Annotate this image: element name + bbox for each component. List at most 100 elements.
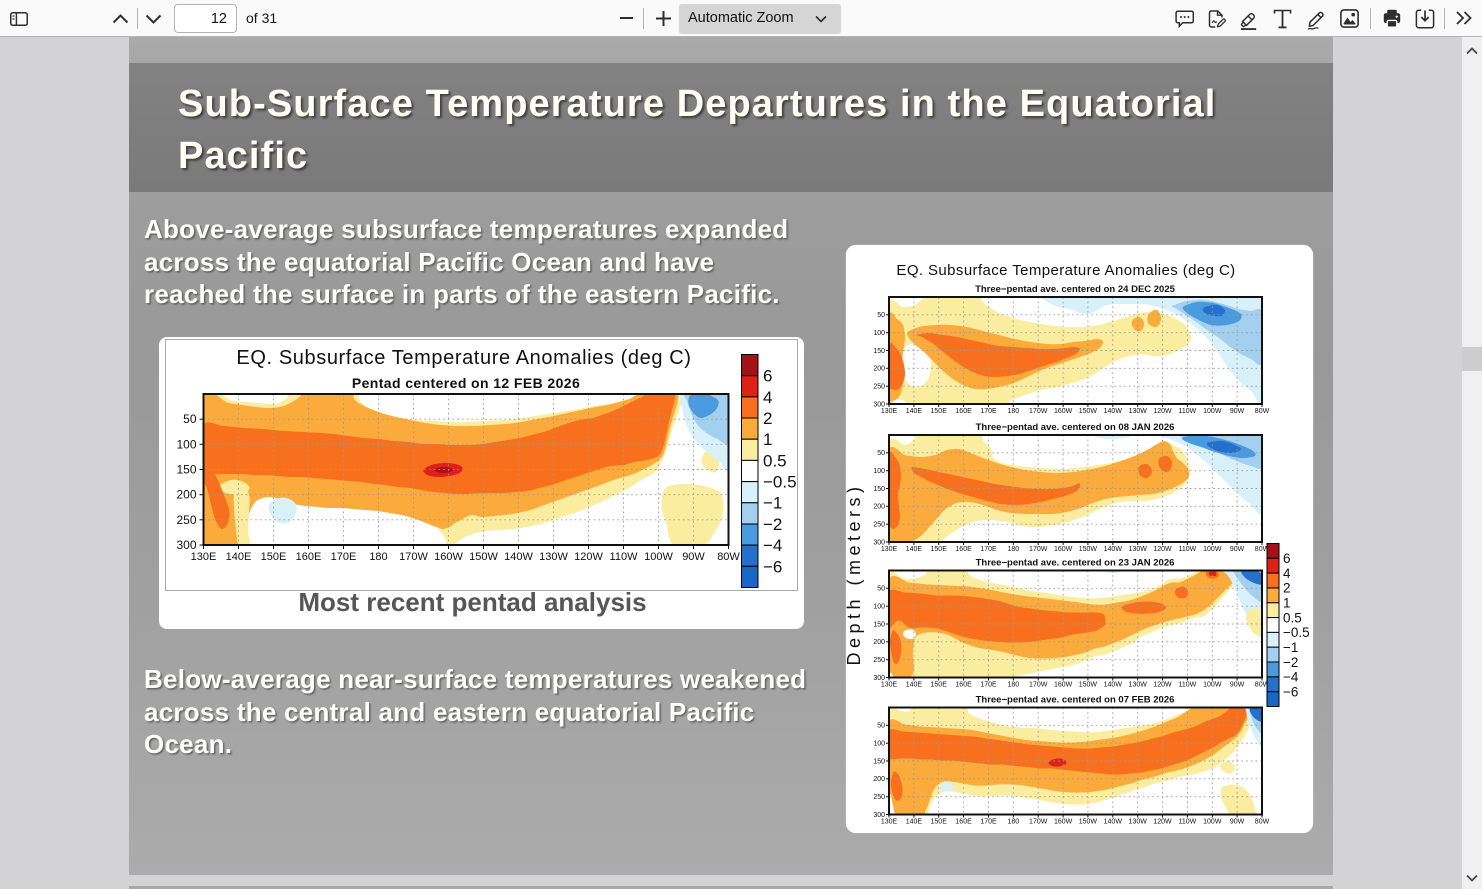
- svg-text:140W: 140W: [1104, 818, 1123, 825]
- svg-text:50: 50: [877, 450, 885, 457]
- svg-text:140W: 140W: [1104, 681, 1123, 688]
- svg-text:200: 200: [176, 487, 196, 501]
- svg-text:300: 300: [873, 811, 885, 818]
- svg-text:4: 4: [1283, 565, 1291, 580]
- svg-text:EQ. Subsurface Temperature Ano: EQ. Subsurface Temperature Anomalies (de…: [896, 262, 1235, 279]
- svg-text:140W: 140W: [1104, 546, 1123, 553]
- svg-text:100W: 100W: [1203, 818, 1222, 825]
- svg-text:110W: 110W: [1179, 818, 1197, 825]
- svg-text:170W: 170W: [1029, 818, 1048, 825]
- svg-text:Three−pentad ave. centered on: Three−pentad ave. centered on 08 JAN 202…: [976, 422, 1175, 433]
- svg-text:120W: 120W: [1153, 408, 1172, 415]
- svg-text:170E: 170E: [980, 681, 997, 688]
- svg-text:120W: 120W: [574, 551, 603, 563]
- svg-text:80W: 80W: [1255, 681, 1270, 688]
- svg-text:180: 180: [1007, 681, 1019, 688]
- svg-text:1: 1: [763, 430, 772, 449]
- svg-text:Three−pentad ave. centered on: Three−pentad ave. centered on 23 JAN 202…: [976, 557, 1175, 568]
- svg-text:200: 200: [873, 365, 885, 372]
- svg-text:150: 150: [873, 758, 885, 765]
- svg-text:120W: 120W: [1153, 818, 1172, 825]
- svg-text:−2: −2: [763, 514, 782, 533]
- svg-text:300: 300: [176, 538, 196, 552]
- svg-text:170W: 170W: [1029, 408, 1048, 415]
- svg-text:−6: −6: [1283, 684, 1298, 699]
- svg-text:6: 6: [1283, 551, 1291, 566]
- svg-text:50: 50: [877, 722, 885, 729]
- svg-text:130E: 130E: [881, 546, 898, 553]
- svg-text:6: 6: [763, 366, 772, 385]
- svg-text:180: 180: [369, 551, 387, 563]
- svg-text:100: 100: [873, 330, 885, 337]
- svg-text:80W: 80W: [1255, 546, 1270, 553]
- svg-text:−0.5: −0.5: [1283, 625, 1310, 640]
- svg-text:90W: 90W: [1230, 408, 1245, 415]
- svg-text:0.5: 0.5: [763, 451, 787, 470]
- svg-text:−4: −4: [763, 536, 782, 555]
- svg-text:170W: 170W: [399, 551, 428, 563]
- svg-text:90W: 90W: [1230, 818, 1245, 825]
- svg-text:180: 180: [1007, 408, 1019, 415]
- svg-text:140W: 140W: [504, 551, 533, 563]
- svg-text:100W: 100W: [644, 551, 673, 563]
- svg-text:Pentad centered on 12 FEB 2026: Pentad centered on 12 FEB 2026: [352, 375, 580, 391]
- svg-text:150: 150: [873, 347, 885, 354]
- svg-text:150E: 150E: [931, 681, 948, 688]
- svg-text:100: 100: [873, 468, 885, 475]
- svg-text:130W: 130W: [1129, 681, 1148, 688]
- svg-text:160E: 160E: [955, 818, 972, 825]
- svg-text:150W: 150W: [469, 551, 498, 563]
- svg-text:−1: −1: [1283, 640, 1298, 655]
- svg-text:Three−pentad ave. centered on: Three−pentad ave. centered on 24 DEC 202…: [975, 284, 1176, 295]
- svg-text:130W: 130W: [1129, 546, 1148, 553]
- svg-text:90W: 90W: [1230, 546, 1245, 553]
- svg-text:160W: 160W: [1054, 408, 1073, 415]
- svg-text:−4: −4: [1283, 669, 1299, 684]
- svg-text:110W: 110W: [1179, 681, 1197, 688]
- svg-text:−1: −1: [763, 493, 782, 512]
- svg-text:90W: 90W: [1230, 681, 1245, 688]
- svg-text:130E: 130E: [191, 551, 217, 563]
- svg-text:130W: 130W: [1129, 818, 1148, 825]
- svg-text:Three−pentad ave. centered on: Three−pentad ave. centered on 07 FEB 202…: [976, 694, 1175, 705]
- svg-text:300: 300: [873, 539, 885, 546]
- svg-text:120W: 120W: [1153, 546, 1172, 553]
- svg-text:170E: 170E: [331, 551, 357, 563]
- svg-text:−0.5: −0.5: [763, 472, 797, 491]
- svg-text:160E: 160E: [955, 546, 972, 553]
- svg-text:120W: 120W: [1153, 681, 1172, 688]
- svg-text:80W: 80W: [1255, 408, 1270, 415]
- svg-text:110W: 110W: [1179, 408, 1197, 415]
- svg-text:100: 100: [176, 437, 196, 451]
- svg-text:160W: 160W: [1054, 681, 1073, 688]
- svg-text:160W: 160W: [1054, 818, 1073, 825]
- svg-text:130W: 130W: [1129, 408, 1148, 415]
- svg-text:150: 150: [176, 462, 196, 476]
- svg-text:100W: 100W: [1203, 408, 1222, 415]
- svg-text:170E: 170E: [980, 546, 997, 553]
- svg-text:50: 50: [877, 312, 885, 319]
- svg-text:150W: 150W: [1079, 546, 1098, 553]
- svg-text:300: 300: [873, 674, 885, 681]
- svg-text:150E: 150E: [931, 546, 948, 553]
- svg-text:200: 200: [873, 503, 885, 510]
- svg-text:200: 200: [873, 639, 885, 646]
- svg-text:170E: 170E: [980, 818, 997, 825]
- svg-text:160W: 160W: [1054, 546, 1073, 553]
- svg-text:1: 1: [1283, 595, 1291, 610]
- svg-text:2: 2: [1283, 580, 1291, 595]
- svg-text:130E: 130E: [881, 818, 898, 825]
- svg-text:180: 180: [1007, 818, 1019, 825]
- svg-text:250: 250: [873, 383, 885, 390]
- svg-text:150W: 150W: [1079, 681, 1098, 688]
- svg-text:110W: 110W: [1179, 546, 1197, 553]
- svg-text:140W: 140W: [1104, 408, 1123, 415]
- svg-text:180: 180: [1007, 546, 1019, 553]
- svg-text:EQ. Subsurface Temperature Ano: EQ. Subsurface Temperature Anomalies (de…: [236, 347, 691, 369]
- svg-text:150: 150: [873, 485, 885, 492]
- svg-text:250: 250: [873, 521, 885, 528]
- svg-text:100: 100: [873, 603, 885, 610]
- svg-text:150E: 150E: [261, 551, 287, 563]
- svg-text:160E: 160E: [955, 408, 972, 415]
- svg-text:100W: 100W: [1203, 546, 1222, 553]
